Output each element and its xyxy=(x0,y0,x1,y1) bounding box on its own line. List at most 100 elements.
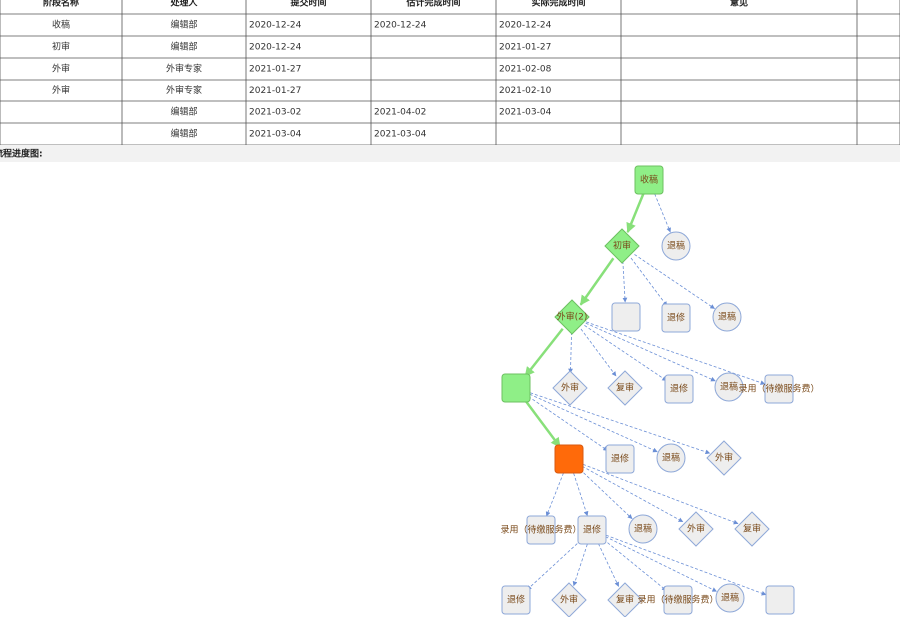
table-cell: 2020-12-24 xyxy=(249,21,302,31)
option-edge xyxy=(654,193,671,233)
node-label: 初审 xyxy=(613,240,631,252)
option-edge xyxy=(572,544,588,587)
node-label: 退修 xyxy=(611,453,629,465)
node xyxy=(554,299,590,335)
table-cell: 编辑部 xyxy=(170,128,197,140)
node xyxy=(661,231,691,261)
table-cell: 外审 xyxy=(52,84,70,96)
table-cell: 初审 xyxy=(52,41,70,53)
table-cell: 2021-02-10 xyxy=(499,86,552,96)
flow-edge xyxy=(579,257,615,306)
node-label: 退修 xyxy=(670,383,688,395)
option-edge xyxy=(630,257,668,307)
option-edge xyxy=(573,473,589,517)
option-edge xyxy=(584,325,667,381)
node-label: 复审 xyxy=(616,382,634,394)
table-cell: 外审专家 xyxy=(166,84,202,96)
table-cell: 2021-03-04 xyxy=(499,108,552,118)
node xyxy=(628,514,658,544)
node xyxy=(661,303,691,333)
table-cell: 外审专家 xyxy=(166,63,202,75)
node xyxy=(634,165,664,195)
option-edge xyxy=(579,469,633,520)
node xyxy=(764,374,794,404)
node xyxy=(501,373,531,403)
column-header: 估计完成时间 xyxy=(405,0,460,9)
flow-edge xyxy=(524,328,564,378)
option-edge xyxy=(598,543,619,587)
flow-edge xyxy=(523,399,562,448)
column-header: 实际完成时间 xyxy=(531,0,585,9)
table-cell: 2021-01-27 xyxy=(249,86,301,96)
option-edge xyxy=(530,392,711,455)
node-label: 退稿 xyxy=(634,523,652,535)
node-label: 录用（待缴服务费） xyxy=(500,524,581,536)
table-cell: 2021-04-02 xyxy=(374,108,426,118)
node-label: 外审 xyxy=(715,452,733,464)
table-cell: 编辑部 xyxy=(170,19,197,31)
node xyxy=(607,370,643,406)
node xyxy=(501,585,531,615)
node-label: 录用（待缴服务费） xyxy=(637,594,718,606)
node-label: 退修 xyxy=(583,524,601,536)
node-label: 退稿 xyxy=(718,311,736,323)
node xyxy=(554,444,584,474)
node-label: 退稿 xyxy=(721,592,739,604)
table-cell: 2021-01-27 xyxy=(499,43,551,53)
table-cell: 2021-02-08 xyxy=(499,65,552,75)
option-edge xyxy=(529,393,658,453)
node-label: 收稿 xyxy=(640,174,658,186)
node xyxy=(663,585,693,615)
option-edge xyxy=(526,539,582,591)
column-header: 意见 xyxy=(730,0,748,9)
column-header: 阶段名称 xyxy=(43,0,79,9)
table-cell: 2021-01-27 xyxy=(249,65,301,75)
option-edge xyxy=(605,534,767,596)
node-label: 退稿 xyxy=(667,240,685,252)
table-cell: 编辑部 xyxy=(170,41,197,53)
node xyxy=(577,515,607,545)
node xyxy=(712,302,742,332)
node-label: 复审 xyxy=(743,523,761,535)
table-cell: 2021-03-02 xyxy=(249,108,301,118)
table-cell: 2020-12-24 xyxy=(249,43,302,53)
table-cell: 2020-12-24 xyxy=(499,21,552,31)
table-cell: 外审 xyxy=(52,63,70,75)
option-edge xyxy=(585,322,716,382)
node-label: 外审 xyxy=(560,594,578,606)
option-edge xyxy=(603,539,667,591)
node-label: 退稿 xyxy=(662,452,680,464)
node-label: 外审(2) xyxy=(557,311,588,323)
node xyxy=(552,370,588,406)
node xyxy=(714,372,744,402)
option-edge xyxy=(586,321,766,385)
column-header: 提交时间 xyxy=(290,0,326,9)
node xyxy=(765,585,795,615)
node xyxy=(664,374,694,404)
option-edge xyxy=(581,465,684,523)
option-edge xyxy=(545,472,564,517)
table-cell: 编辑部 xyxy=(170,106,197,118)
node xyxy=(656,443,686,473)
node-label: 退修 xyxy=(507,594,525,606)
node-label: 外审 xyxy=(687,523,705,535)
node xyxy=(607,582,643,617)
section-bar xyxy=(0,145,900,162)
edges xyxy=(523,193,767,596)
node-label: 退稿 xyxy=(720,381,738,393)
node xyxy=(706,440,742,476)
node-label: 复审 xyxy=(616,594,634,606)
option-edge xyxy=(634,254,715,309)
section-title: 流程进度图: xyxy=(0,148,43,160)
table-cell: 2020-12-24 xyxy=(374,21,427,31)
option-edge xyxy=(582,463,739,525)
node xyxy=(526,515,556,545)
table-cell: 收稿 xyxy=(52,19,70,31)
option-edge xyxy=(528,396,609,451)
node-label: 外审 xyxy=(561,382,579,394)
option-edge xyxy=(580,328,617,377)
node-label: 退修 xyxy=(667,312,685,324)
node-label: 录用（待缴服务费） xyxy=(738,383,819,395)
